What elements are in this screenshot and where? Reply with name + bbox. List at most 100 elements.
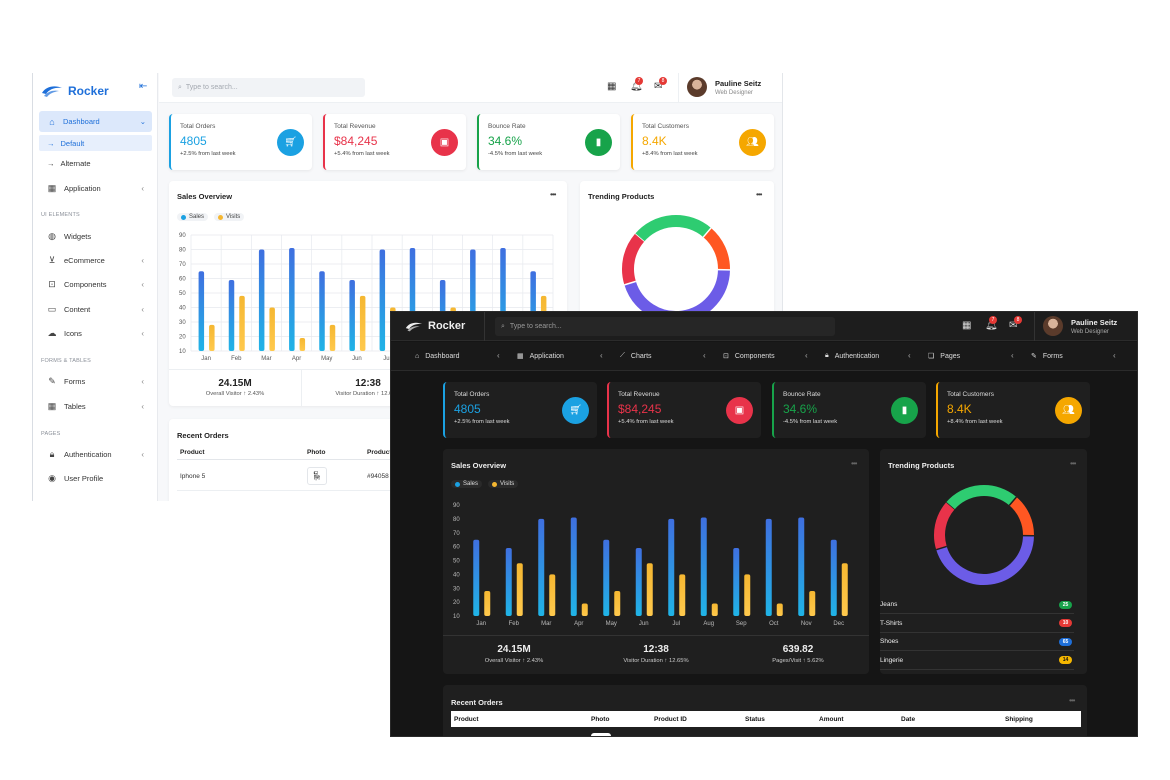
kpi-card[interactable]: Total Orders 4805 +2.5% from last week 🛒︎ bbox=[169, 114, 312, 170]
bar-sales[interactable] bbox=[798, 517, 805, 616]
sidebar-item-components[interactable]: ⊡ Components ‹ bbox=[39, 276, 152, 292]
bar-sales[interactable] bbox=[198, 271, 205, 351]
sidebar-item-content[interactable]: ▭ Content ‹ bbox=[39, 301, 152, 317]
list-item[interactable]: Jeans 25 bbox=[880, 596, 1074, 614]
bar-visits[interactable] bbox=[299, 337, 306, 351]
bar-visits[interactable] bbox=[744, 574, 751, 616]
menu-item-application[interactable]: ▦ Application bbox=[517, 350, 564, 362]
bar-sales[interactable] bbox=[228, 279, 235, 351]
list-item[interactable]: Lingerie 14 bbox=[880, 652, 1074, 670]
menu-item-components[interactable]: ⊡ Components bbox=[723, 350, 775, 362]
bar-sales[interactable] bbox=[830, 539, 837, 616]
chat-icon[interactable]: ✉ bbox=[654, 81, 663, 92]
chat-icon[interactable]: ✉ bbox=[1009, 320, 1018, 331]
menu-item-forms[interactable]: ✎ Forms bbox=[1031, 350, 1063, 362]
bar-visits[interactable] bbox=[359, 295, 366, 351]
bar-visits[interactable] bbox=[329, 324, 336, 351]
bar-visits[interactable] bbox=[269, 307, 275, 352]
search-input[interactable]: ⌕ Type to search... bbox=[495, 317, 835, 336]
kpi-card[interactable]: Total Customers 8.4K +8.4% from last week 👥… bbox=[936, 382, 1090, 438]
bar-sales[interactable] bbox=[668, 518, 675, 616]
kpi-card[interactable]: Total Revenue $84,245 +5.4% from last week… bbox=[607, 382, 761, 438]
legend-visits[interactable]: Visits bbox=[214, 213, 245, 221]
bar-visits[interactable] bbox=[484, 591, 491, 616]
table-row[interactable]: Iphone 5 🪑︎ #94058 bbox=[177, 461, 567, 491]
bell-icon[interactable]: 🔔︎ bbox=[985, 320, 998, 331]
more-options-icon[interactable]: ••• bbox=[1069, 696, 1075, 705]
menu-item-pages[interactable]: ❏ Pages bbox=[928, 350, 960, 362]
bar-sales[interactable] bbox=[258, 249, 265, 352]
bar-visits[interactable] bbox=[209, 324, 215, 351]
bar-visits[interactable] bbox=[646, 563, 653, 616]
list-item[interactable]: T-Shirts 10 bbox=[880, 615, 1074, 633]
donut-slice-jeans[interactable] bbox=[945, 485, 1017, 510]
legend-sales[interactable]: Sales bbox=[177, 213, 209, 221]
sidebar-subitem-default[interactable]: → Default bbox=[39, 135, 152, 151]
more-options-icon[interactable]: ••• bbox=[851, 459, 857, 468]
bar-visits[interactable] bbox=[809, 591, 816, 616]
avatar[interactable] bbox=[687, 77, 707, 97]
donut-slice-t-shirts[interactable] bbox=[1009, 496, 1034, 536]
sidebar-item-application[interactable]: ▦ Application ‹ bbox=[39, 180, 152, 196]
bar-visits[interactable] bbox=[516, 563, 523, 616]
bell-icon[interactable]: 🔔︎ bbox=[630, 81, 643, 92]
sidebar-item-ecommerce[interactable]: ⊻ eCommerce ‹ bbox=[39, 252, 152, 268]
bar-visits[interactable] bbox=[614, 591, 621, 616]
avatar[interactable] bbox=[1043, 316, 1063, 336]
bar-sales[interactable] bbox=[349, 279, 355, 351]
kpi-card[interactable]: Bounce Rate 34.6% -4.5% from last week ▮ bbox=[477, 114, 620, 170]
search-input[interactable]: ⌕ Type to search... bbox=[172, 78, 365, 97]
bar-visits[interactable] bbox=[841, 563, 848, 616]
more-options-icon[interactable]: ••• bbox=[756, 190, 762, 199]
bar-sales[interactable] bbox=[538, 518, 545, 616]
bar-sales[interactable] bbox=[635, 548, 642, 616]
bar-visits[interactable] bbox=[581, 603, 588, 616]
brand-logo[interactable]: Rocker bbox=[405, 316, 465, 336]
menu-item-dashboard[interactable]: ⌂ Dashboard bbox=[415, 350, 459, 362]
bar-sales[interactable] bbox=[603, 539, 610, 616]
bar-sales[interactable] bbox=[733, 548, 740, 616]
bar-visits[interactable] bbox=[549, 574, 556, 616]
more-options-icon[interactable]: ••• bbox=[1070, 459, 1076, 468]
kpi-card[interactable]: Total Orders 4805 +2.5% from last week 🛒︎ bbox=[443, 382, 597, 438]
bar-visits[interactable] bbox=[776, 603, 783, 616]
sidebar-subitem-alternate[interactable]: → Alternate bbox=[39, 155, 152, 171]
bar-sales[interactable] bbox=[473, 539, 480, 616]
bar-sales[interactable] bbox=[570, 517, 577, 616]
apps-icon[interactable]: ▦ bbox=[962, 320, 972, 331]
sidebar-item-authentication[interactable]: 🔒︎ Authentication ‹ bbox=[39, 446, 152, 462]
kpi-card[interactable]: Total Revenue $84,245 +5.4% from last week… bbox=[323, 114, 466, 170]
bar-sales[interactable] bbox=[379, 249, 386, 352]
kpi-card[interactable]: Bounce Rate 34.6% -4.5% from last week ▮ bbox=[772, 382, 926, 438]
legend-sales[interactable]: Sales bbox=[451, 480, 483, 488]
bar-sales[interactable] bbox=[765, 518, 772, 616]
donut-slice-shoes[interactable] bbox=[936, 535, 1034, 585]
legend-visits[interactable]: Visits bbox=[488, 480, 519, 488]
bar-visits[interactable] bbox=[679, 574, 686, 616]
brand-logo[interactable]: Rocker bbox=[41, 79, 109, 103]
collapse-sidebar-icon[interactable]: ⇤ bbox=[139, 81, 148, 92]
sidebar-item-tables[interactable]: ▦ Tables ‹ bbox=[39, 398, 152, 414]
donut-slice-lingerie[interactable] bbox=[934, 502, 955, 550]
sidebar-item-user-profile[interactable]: ◉ User Profile bbox=[39, 470, 152, 486]
menu-item-authentication[interactable]: 🔒︎ Authentication bbox=[825, 350, 879, 362]
apps-icon[interactable]: ▦ bbox=[607, 81, 617, 92]
bar-sales[interactable] bbox=[505, 548, 512, 616]
donut-slice-jeans[interactable] bbox=[634, 215, 712, 242]
bar-visits[interactable] bbox=[711, 603, 718, 616]
more-options-icon[interactable]: ••• bbox=[550, 190, 556, 199]
donut-slice-lingerie[interactable] bbox=[622, 233, 645, 285]
sidebar-item-widgets[interactable]: ◍ Widgets bbox=[39, 228, 152, 244]
kpi-card[interactable]: Total Customers 8.4K +8.4% from last week 👥… bbox=[631, 114, 774, 170]
donut-slice-t-shirts[interactable] bbox=[703, 227, 730, 270]
bar-sales[interactable] bbox=[700, 517, 707, 616]
bar-sales[interactable] bbox=[289, 248, 295, 351]
bar-visits[interactable] bbox=[239, 295, 245, 351]
donut-slice-shoes[interactable] bbox=[624, 269, 730, 323]
sidebar-item-forms[interactable]: ✎ Forms ‹ bbox=[39, 373, 152, 389]
sidebar-item-icons[interactable]: ☁ Icons ‹ bbox=[39, 325, 152, 341]
menu-item-charts[interactable]: ⟋ Charts bbox=[620, 350, 652, 362]
list-item[interactable]: Shoes 65 bbox=[880, 633, 1074, 651]
bar-sales[interactable] bbox=[319, 271, 325, 351]
sidebar-item-dashboard[interactable]: ⌂ Dashboard ⌄ bbox=[39, 111, 152, 132]
